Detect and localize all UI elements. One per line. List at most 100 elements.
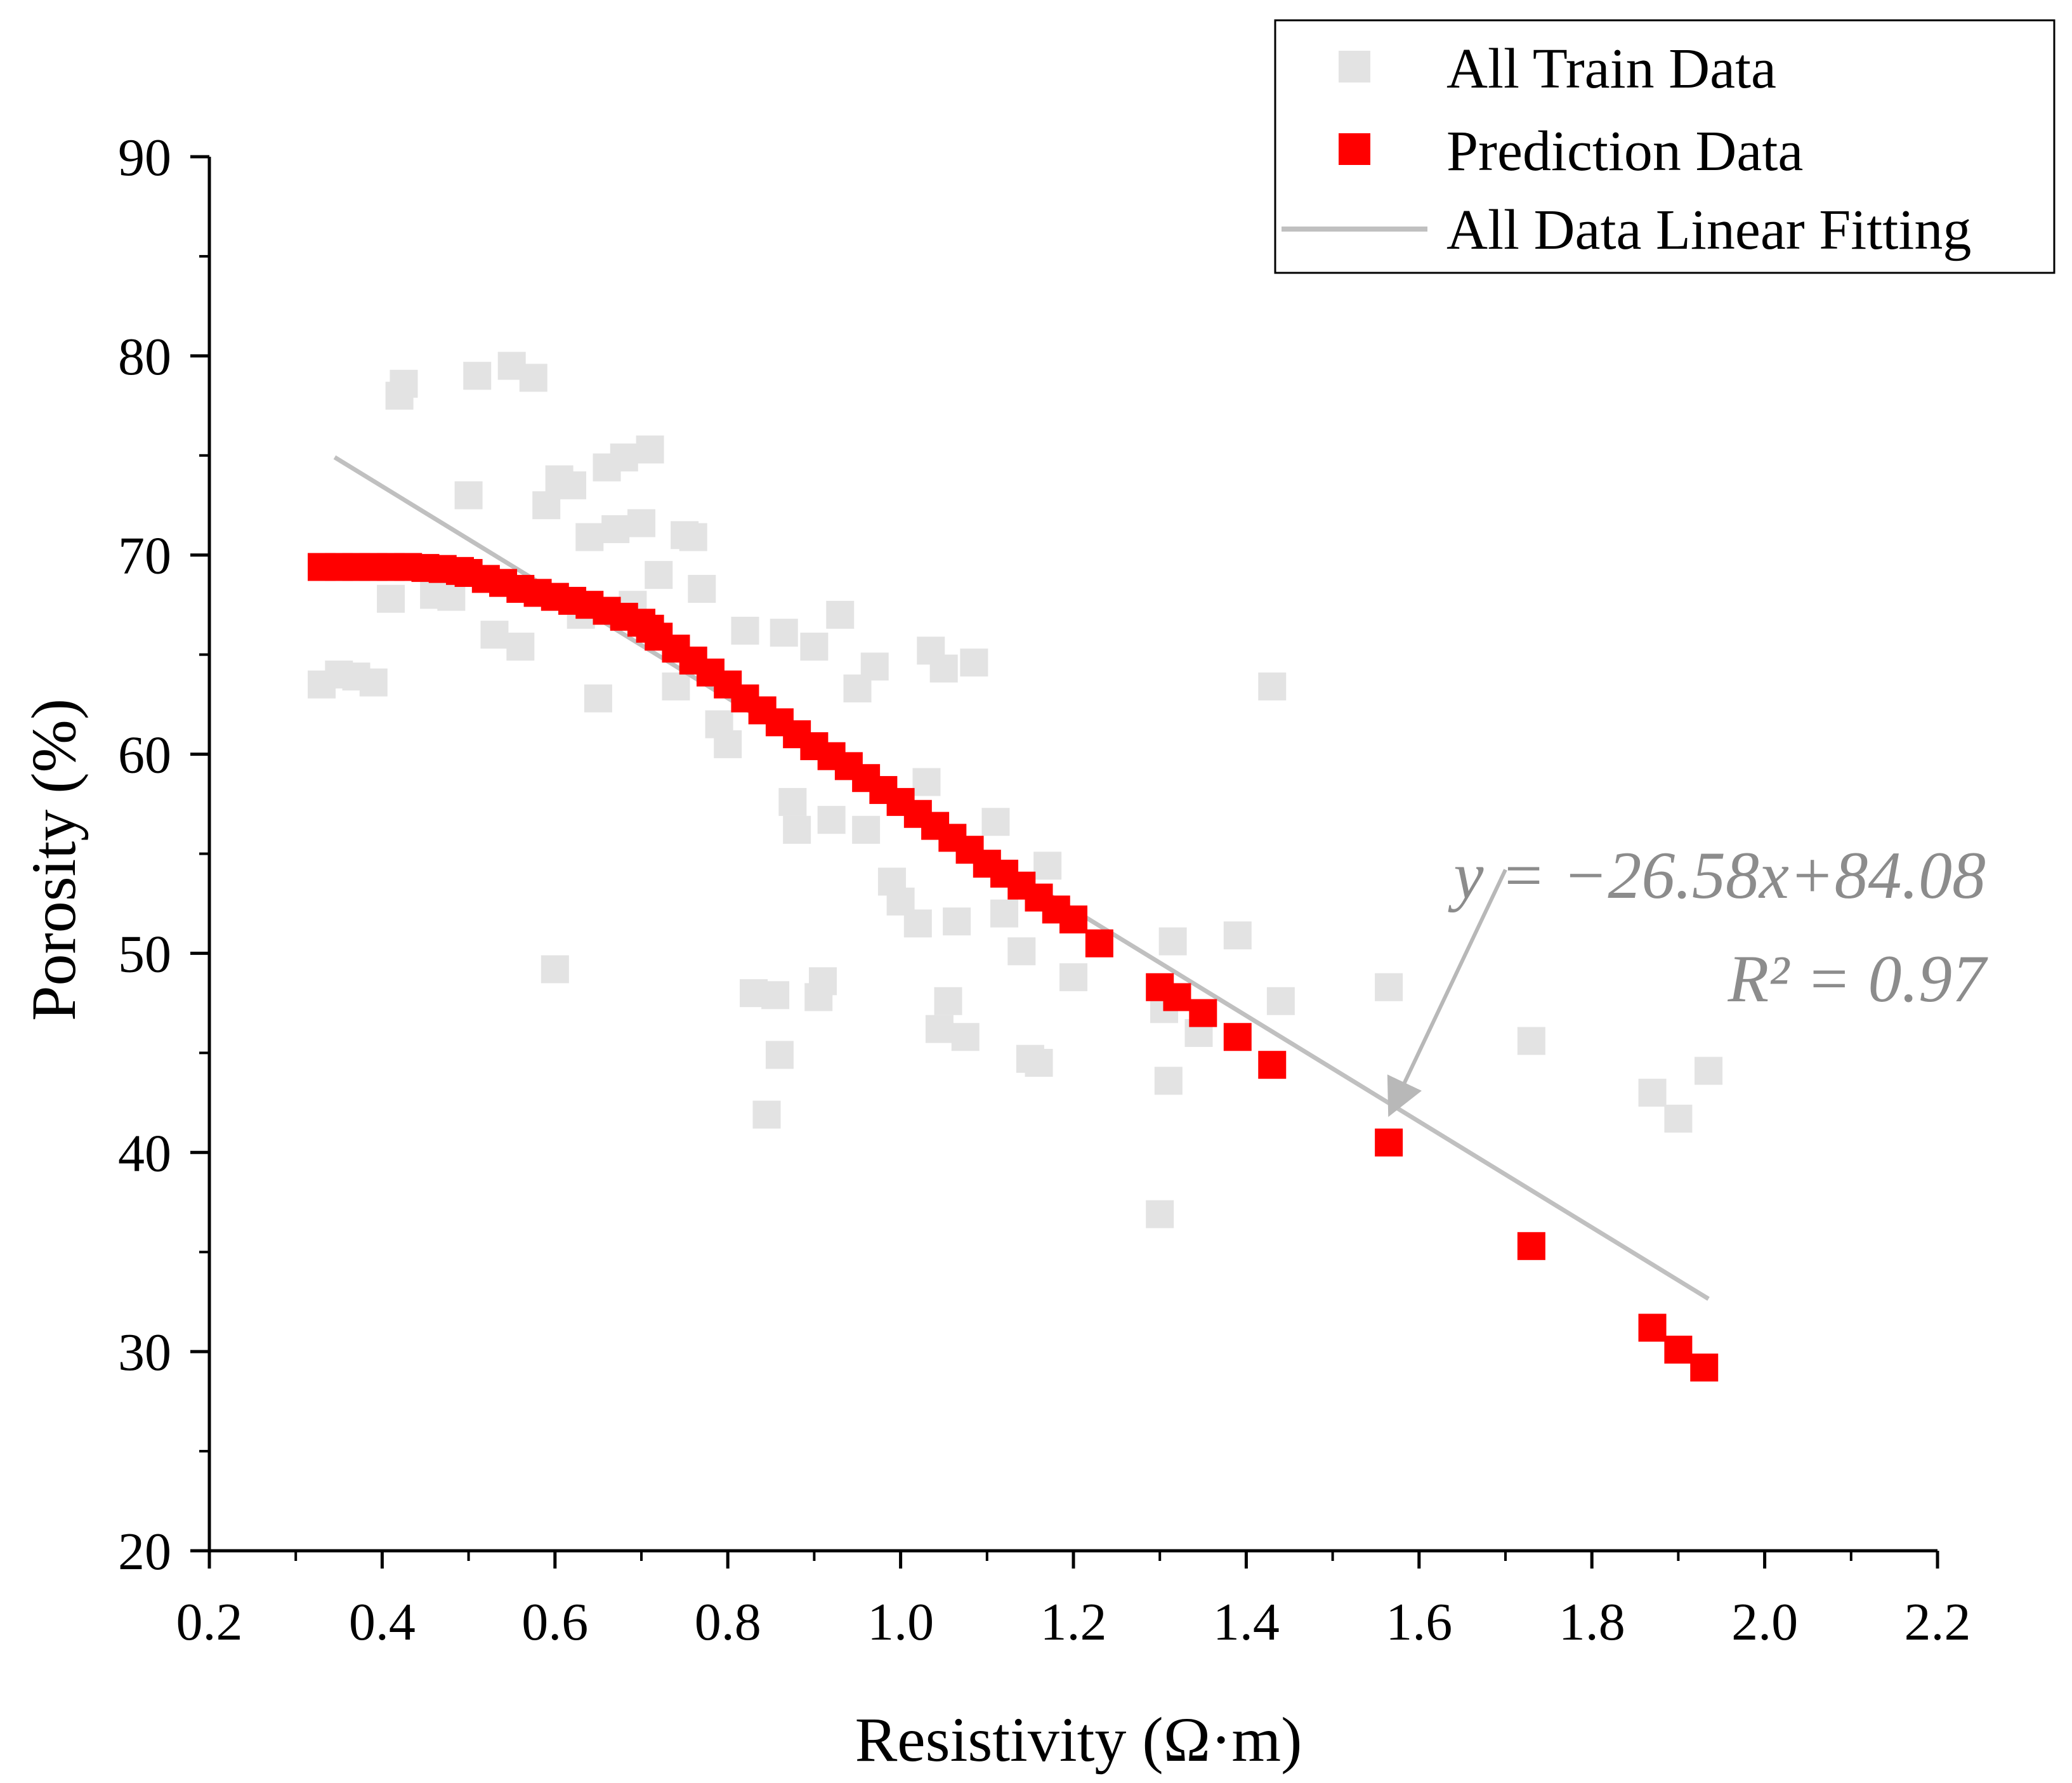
y-tick-label: 60	[118, 726, 171, 785]
y-tick-label: 40	[118, 1124, 171, 1183]
y-tick-label: 80	[118, 327, 171, 386]
y-tick-label: 30	[118, 1323, 171, 1382]
train-data-point	[761, 981, 790, 1010]
train-data-point	[731, 616, 759, 645]
train-data-point	[1266, 987, 1295, 1015]
prediction-data-point	[1517, 1232, 1545, 1260]
fit-equation: y = −26.58x+84.08	[1448, 838, 1986, 912]
train-data-point	[990, 899, 1019, 928]
x-tick-label: 2.0	[1731, 1593, 1798, 1652]
y-tick-label: 90	[118, 128, 171, 187]
train-data-point	[610, 443, 638, 471]
y-axis-title: Porosity (%)	[18, 699, 89, 1021]
prediction-data-point	[1085, 929, 1113, 957]
prediction-data-series	[308, 553, 1719, 1382]
train-data-point	[1664, 1104, 1693, 1133]
x-tick-label: 2.2	[1905, 1593, 1971, 1652]
train-data-point	[943, 907, 971, 936]
train-data-point	[903, 909, 932, 938]
fit-annotation: y = −26.58x+84.08 R² = 0.97	[1387, 838, 1988, 1117]
train-data-point	[1059, 963, 1087, 992]
x-tick-label: 0.6	[521, 1593, 588, 1652]
train-data-point	[454, 481, 483, 510]
prediction-data-point	[1690, 1353, 1719, 1382]
x-tick-label: 1.6	[1386, 1593, 1452, 1652]
prediction-data-point	[1189, 999, 1217, 1027]
prediction-data-point	[1375, 1128, 1403, 1157]
prediction-data-point	[1664, 1336, 1693, 1364]
legend: All Train Data Prediction Data All Data …	[1274, 19, 2056, 274]
train-data-point	[860, 652, 889, 681]
train-data-point	[817, 806, 846, 834]
train-data-point	[636, 435, 664, 464]
train-data-point	[752, 1100, 781, 1129]
x-tick-label: 1.2	[1040, 1593, 1107, 1652]
prediction-data-point	[1059, 905, 1087, 934]
annotation-arrow	[1387, 869, 1507, 1117]
legend-marker-train	[1339, 51, 1370, 82]
train-data-point	[981, 808, 1010, 836]
train-data-point	[960, 648, 988, 677]
train-data-point	[359, 668, 388, 697]
train-data-point	[377, 584, 405, 613]
prediction-data-point	[1258, 1051, 1287, 1079]
x-tick-label: 0.8	[695, 1593, 761, 1652]
x-tick-label: 1.8	[1559, 1593, 1625, 1652]
train-data-point	[800, 633, 829, 661]
train-data-series	[308, 352, 1723, 1228]
train-data-point	[770, 619, 798, 647]
legend-label-prediction: Prediction Data	[1446, 120, 1803, 183]
x-tick-label: 1.4	[1213, 1593, 1280, 1652]
train-data-point	[1695, 1056, 1723, 1085]
legend-marker-prediction	[1339, 133, 1370, 165]
train-data-point	[1033, 852, 1062, 880]
prediction-data-point	[1638, 1313, 1667, 1342]
train-data-point	[506, 633, 535, 661]
train-data-point	[437, 582, 466, 611]
train-data-point	[925, 1015, 954, 1043]
fit-r2: R² = 0.97	[1727, 942, 1988, 1016]
train-data-point	[679, 523, 707, 551]
train-data-point	[584, 684, 612, 713]
x-axis-title: Resistivity (Ω·m)	[855, 1704, 1302, 1775]
train-data-point	[809, 967, 837, 996]
x-tick-label: 0.4	[349, 1593, 416, 1652]
train-data-point	[934, 987, 962, 1015]
train-data-point	[1158, 927, 1187, 956]
train-data-point	[714, 730, 742, 758]
train-data-point	[558, 471, 587, 499]
x-tick-label: 0.2	[176, 1593, 243, 1652]
train-data-point	[1375, 973, 1403, 1001]
train-data-point	[852, 815, 881, 844]
train-data-point	[1638, 1079, 1667, 1107]
train-data-point	[1146, 1200, 1174, 1228]
train-data-point	[532, 491, 561, 520]
y-tick-label: 50	[118, 924, 171, 984]
train-data-point	[1223, 921, 1252, 950]
train-data-point	[1154, 1067, 1183, 1095]
train-data-point	[645, 561, 673, 589]
train-data-point	[778, 787, 807, 816]
train-data-point	[601, 515, 630, 543]
train-data-point	[463, 362, 492, 390]
axes: 0.2 0.4 0.6 0.8 1.0 1.2 1.4 1.6 1.8 2.0 2.2 20 30 40 5…	[118, 128, 1971, 1652]
train-data-point	[480, 621, 509, 649]
train-data-point	[951, 1023, 980, 1051]
train-data-point	[519, 364, 548, 392]
prediction-data-point	[1223, 1023, 1252, 1051]
prediction-data-point	[1163, 983, 1191, 1011]
train-data-point	[783, 815, 811, 844]
train-data-point	[912, 768, 941, 796]
train-data-point	[1517, 1027, 1545, 1055]
train-data-point	[627, 509, 655, 537]
train-data-point	[662, 672, 690, 701]
y-tick-label: 20	[118, 1522, 171, 1581]
train-data-point	[826, 600, 855, 629]
x-tick-label: 1.0	[867, 1593, 934, 1652]
train-data-point	[541, 955, 569, 984]
legend-label-train: All Train Data	[1446, 37, 1776, 100]
train-data-point	[688, 575, 716, 603]
legend-label-fit: All Data Linear Fitting	[1446, 199, 1971, 261]
train-data-point	[929, 654, 958, 683]
